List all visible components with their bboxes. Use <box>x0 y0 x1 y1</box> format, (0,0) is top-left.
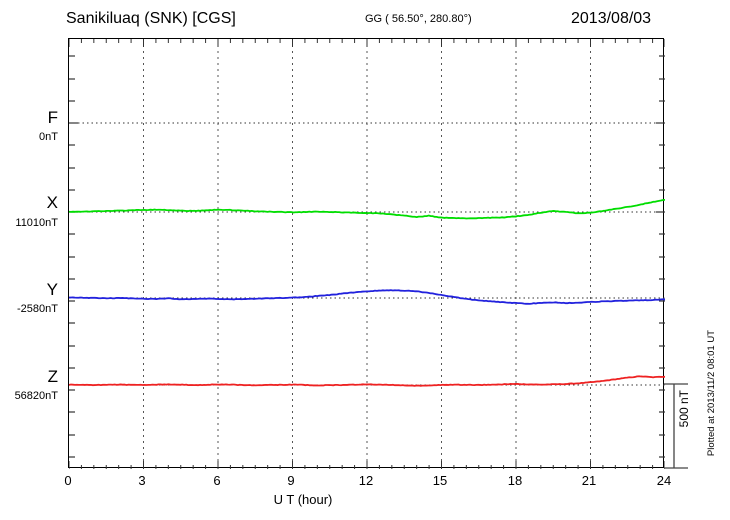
component-label-Y: Y <box>46 280 58 299</box>
scale-bar-label: 500 nT <box>677 390 691 428</box>
x-tick-label-9: 9 <box>287 473 295 488</box>
component-label-X: X <box>46 193 58 212</box>
x-tick-label-6: 6 <box>213 473 221 488</box>
component-baseline-Y: -2580nT <box>17 303 58 315</box>
component-label-Z: Z <box>47 367 58 386</box>
scale-bar <box>664 383 688 469</box>
component-baseline-Z: 56820nT <box>14 390 58 402</box>
component-baseline-F: 0nT <box>39 131 58 143</box>
component-baseline-X: 11010nT <box>15 217 58 229</box>
component-label-F: F <box>47 108 58 127</box>
geographic-coordinates: GG ( 56.50°, 280.80°) <box>365 13 472 25</box>
trace-Y <box>69 289 665 305</box>
trace-Z <box>69 375 665 387</box>
x-axis-title-text: U T (hour) <box>273 492 333 507</box>
observation-date: 2013/08/03 <box>571 10 652 27</box>
x-tick-label-3: 3 <box>138 473 146 488</box>
magnetogram-plot <box>69 39 665 469</box>
plotted-at-timestamp: Plotted at 2013/11/2 08:01 UT <box>706 330 717 457</box>
x-tick-label-21: 21 <box>581 473 597 488</box>
x-tick-label-24: 24 <box>656 473 672 488</box>
station-title: Sanikiluaq (SNK) [CGS] <box>66 10 236 27</box>
plot-frame <box>68 38 665 469</box>
x-tick-label-18: 18 <box>507 473 523 488</box>
trace-X <box>69 198 665 220</box>
x-tick-label-0: 0 <box>64 473 72 488</box>
x-tick-label-15: 15 <box>432 473 448 488</box>
x-tick-label-12: 12 <box>358 473 374 488</box>
x-axis-title: U T (hour) <box>0 492 730 507</box>
